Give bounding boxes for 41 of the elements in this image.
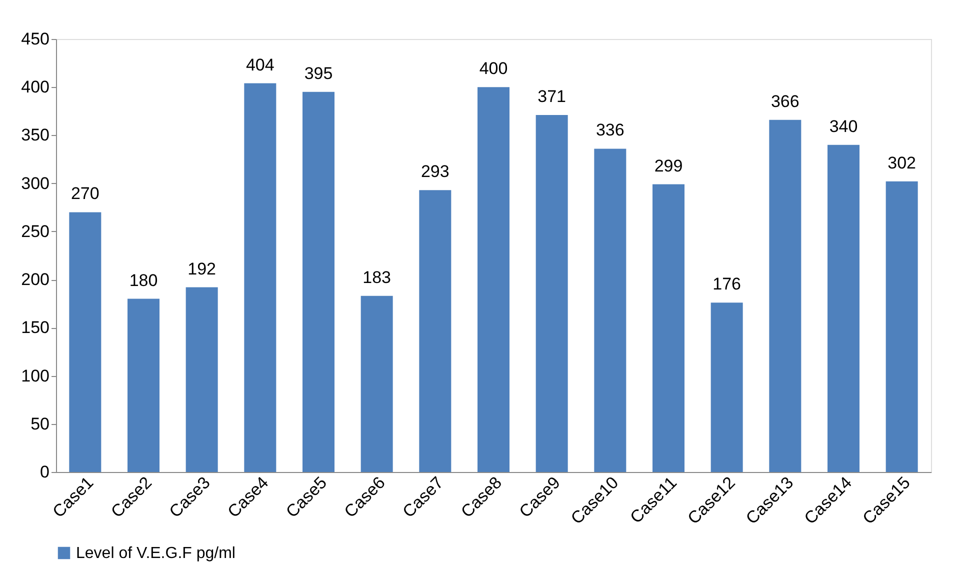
y-tick-label: 200 <box>21 270 50 290</box>
bar <box>710 302 743 472</box>
data-label: 192 <box>188 259 216 278</box>
data-label: 176 <box>712 274 742 294</box>
y-tick-label: 300 <box>21 174 50 193</box>
bar <box>594 148 626 472</box>
bar <box>419 190 452 472</box>
y-tick-label: 400 <box>21 78 50 97</box>
bar <box>652 184 684 472</box>
y-tick-label: 250 <box>21 222 50 241</box>
bar <box>186 287 218 472</box>
data-label: 299 <box>654 156 683 176</box>
bar <box>302 92 334 472</box>
data-label: 340 <box>829 116 858 136</box>
bar <box>128 298 160 472</box>
y-tick-label: 150 <box>21 318 50 338</box>
bar <box>828 144 860 472</box>
bar <box>69 212 102 472</box>
data-label: 302 <box>888 153 916 172</box>
bar <box>886 181 918 472</box>
data-label: 395 <box>304 64 333 83</box>
y-tick-label: 50 <box>30 414 50 434</box>
bar <box>478 87 510 472</box>
y-tick-label: 0 <box>40 462 50 482</box>
bar <box>536 115 568 472</box>
data-label: 400 <box>479 59 508 78</box>
bar <box>360 296 393 472</box>
data-label: 336 <box>596 120 624 140</box>
bar <box>244 83 276 472</box>
y-tick-label: 450 <box>21 30 50 48</box>
data-label: 270 <box>70 184 100 204</box>
data-label: 293 <box>420 162 450 182</box>
data-label: 180 <box>129 270 158 290</box>
legend-label: Level of V.E.G.F pg/ml <box>76 545 236 562</box>
data-label: 371 <box>538 87 566 106</box>
data-label: 404 <box>246 55 274 74</box>
data-label: 366 <box>770 92 800 111</box>
data-label: 183 <box>362 268 392 287</box>
y-tick-label: 350 <box>21 126 50 145</box>
bar <box>769 120 802 472</box>
y-tick-label: 100 <box>21 366 50 386</box>
